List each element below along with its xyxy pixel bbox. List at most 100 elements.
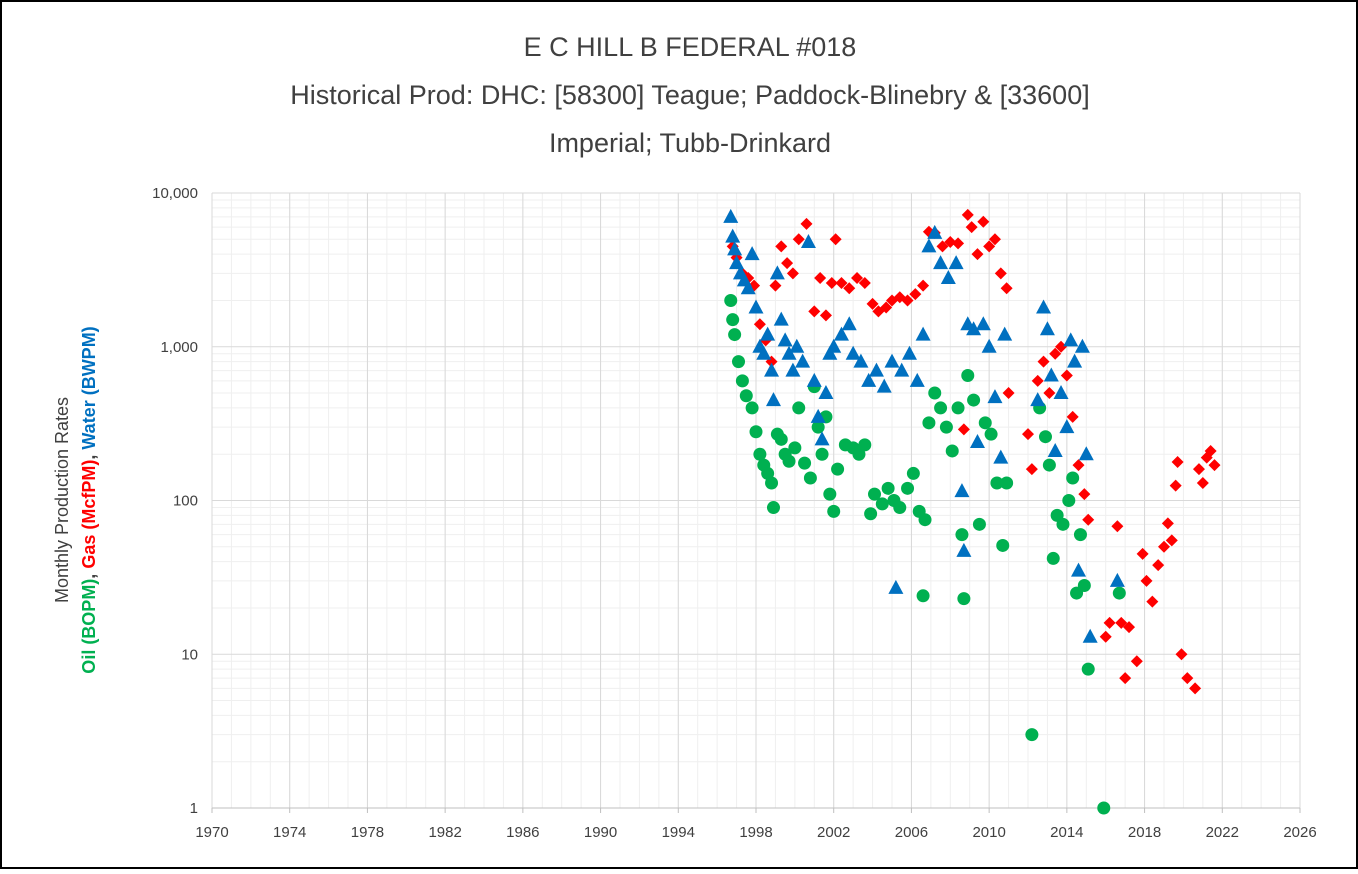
point xyxy=(843,282,856,295)
point xyxy=(866,297,879,310)
point xyxy=(723,208,739,223)
point xyxy=(997,326,1013,341)
point xyxy=(952,237,965,250)
point xyxy=(983,240,996,253)
point xyxy=(1165,534,1178,547)
point xyxy=(739,389,753,403)
point xyxy=(1073,528,1087,542)
point xyxy=(1081,662,1095,676)
point xyxy=(909,288,922,301)
point xyxy=(1038,430,1052,444)
point xyxy=(909,372,925,387)
point xyxy=(727,241,743,256)
marks xyxy=(723,208,1221,815)
point xyxy=(815,447,829,461)
point xyxy=(1097,801,1111,815)
point xyxy=(881,481,895,495)
y-axis-label: Monthly Production Rates xyxy=(52,397,72,603)
point xyxy=(948,255,964,270)
point xyxy=(1037,355,1050,368)
point xyxy=(961,369,975,383)
point xyxy=(868,362,884,377)
point xyxy=(1059,419,1075,434)
point xyxy=(1136,547,1149,560)
point xyxy=(1130,655,1143,668)
point xyxy=(841,316,857,331)
point xyxy=(893,501,907,515)
point xyxy=(957,423,970,436)
point xyxy=(1112,586,1126,600)
point xyxy=(1022,428,1034,441)
point xyxy=(756,345,772,360)
point xyxy=(1053,385,1069,400)
point xyxy=(975,316,991,331)
y-tick-label: 10,000 xyxy=(152,185,198,202)
point xyxy=(732,355,746,369)
point xyxy=(753,447,767,461)
point xyxy=(1109,572,1125,587)
point xyxy=(1049,347,1062,360)
point xyxy=(845,345,861,360)
point xyxy=(829,233,842,246)
point xyxy=(1123,621,1136,634)
point xyxy=(901,345,917,360)
x-tick-label: 1986 xyxy=(506,824,539,841)
point xyxy=(966,321,982,336)
point xyxy=(1000,282,1013,295)
point xyxy=(954,483,970,498)
point xyxy=(945,444,959,458)
point xyxy=(922,416,936,430)
point xyxy=(956,542,972,557)
point xyxy=(777,332,793,347)
point xyxy=(928,386,942,400)
point xyxy=(875,497,889,511)
point xyxy=(1077,578,1091,592)
point xyxy=(1042,458,1056,472)
point xyxy=(988,233,1001,246)
point xyxy=(1140,574,1153,587)
point xyxy=(944,236,957,249)
point xyxy=(880,301,893,314)
point xyxy=(745,401,759,415)
point xyxy=(744,246,760,261)
point xyxy=(769,279,782,292)
point xyxy=(814,431,830,446)
point xyxy=(792,401,806,415)
y-tick-label: 1 xyxy=(190,800,198,817)
x-tick-label: 2010 xyxy=(972,824,1005,841)
point xyxy=(1115,616,1128,629)
point xyxy=(858,438,872,452)
point xyxy=(1175,648,1188,661)
point xyxy=(749,425,763,439)
point xyxy=(1031,374,1044,387)
y-tick-label: 1,000 xyxy=(160,339,198,356)
point xyxy=(1152,559,1165,572)
point xyxy=(1062,494,1076,507)
point xyxy=(884,353,900,368)
point xyxy=(811,420,825,434)
point xyxy=(1025,463,1038,476)
chart-title: Historical Prod: DHC: [58300] Teague; Pa… xyxy=(290,80,1089,110)
y-axis-label-series: Oil (BOPM), Gas (McfPM), Water (BWPM) xyxy=(79,326,99,673)
point xyxy=(735,374,749,388)
point xyxy=(781,257,794,270)
y-tick-label: 100 xyxy=(173,493,198,510)
point xyxy=(740,280,756,295)
point xyxy=(1043,387,1056,400)
point xyxy=(808,305,821,318)
point xyxy=(1067,353,1083,368)
point xyxy=(1189,682,1202,695)
point xyxy=(957,592,971,606)
point xyxy=(785,362,801,377)
point xyxy=(764,362,780,377)
point xyxy=(1071,562,1087,577)
point xyxy=(1192,463,1205,476)
point xyxy=(851,271,864,284)
point xyxy=(915,326,931,341)
point xyxy=(1046,551,1060,565)
point xyxy=(934,401,948,415)
point xyxy=(918,513,932,527)
point xyxy=(1103,616,1116,629)
point xyxy=(728,328,742,342)
